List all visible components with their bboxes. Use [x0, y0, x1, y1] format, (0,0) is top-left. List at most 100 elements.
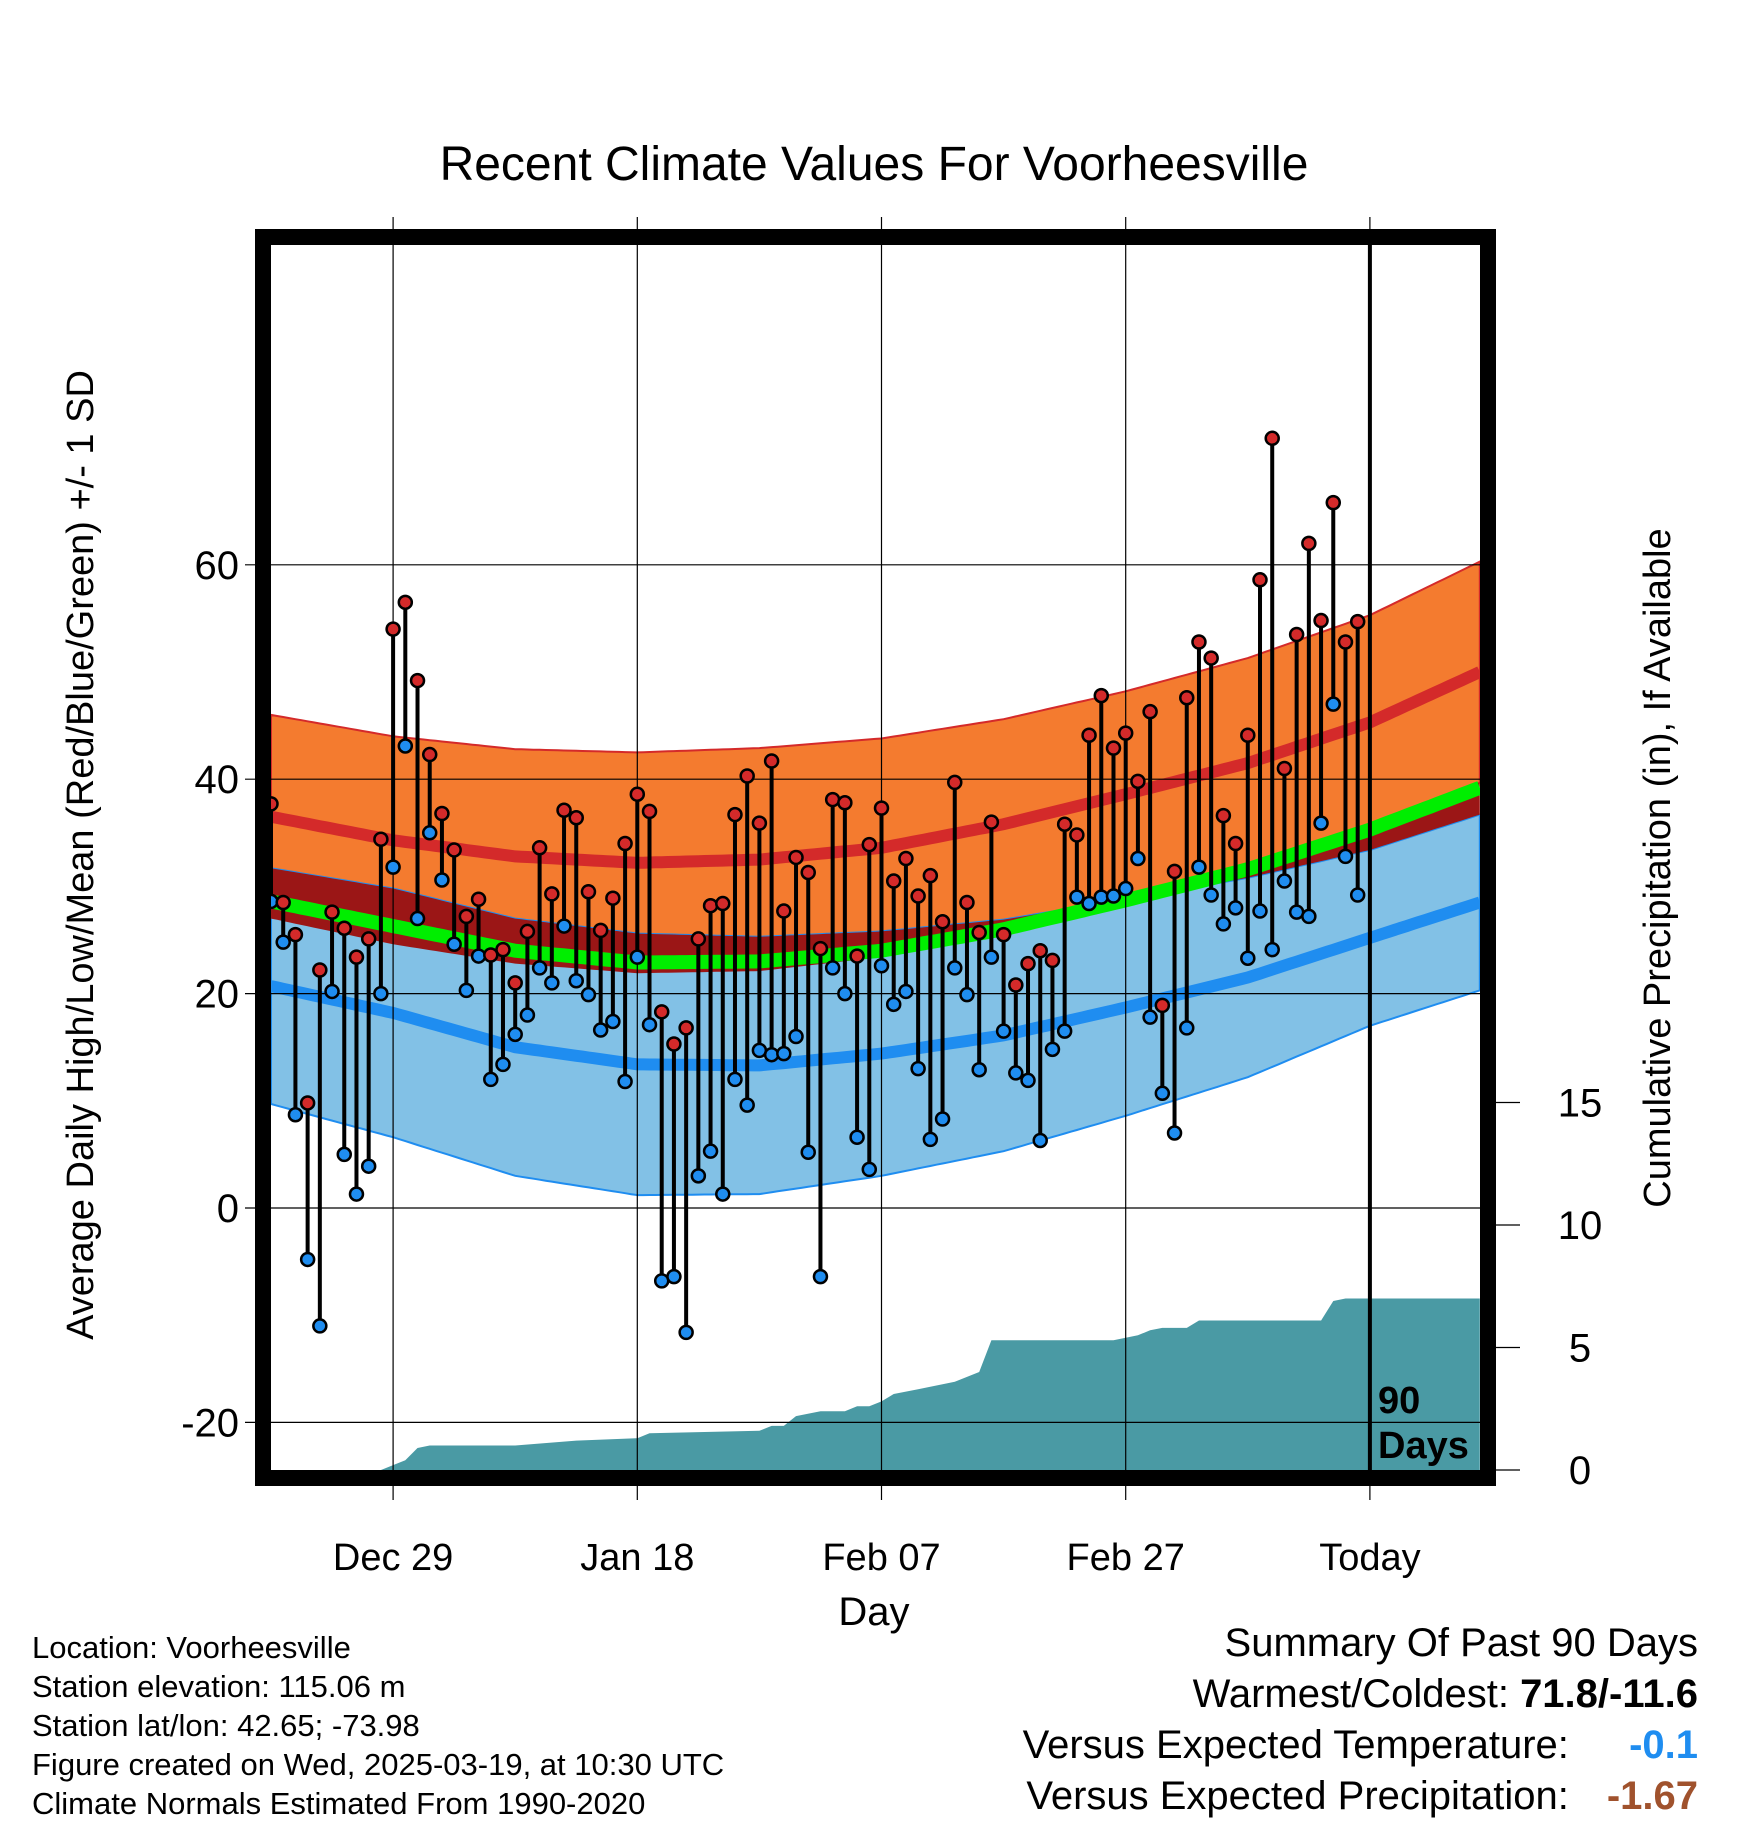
high-point	[1191, 634, 1207, 650]
low-point	[1264, 941, 1280, 958]
low-point	[690, 1168, 707, 1184]
info-latlon: Station lat/lon: 42.65; -73.98	[32, 1708, 420, 1743]
info-elevation: Station elevation: 115.06 m	[32, 1669, 406, 1704]
today-label-line1: 90	[1378, 1380, 1420, 1422]
high-point	[409, 672, 426, 689]
low-point	[1166, 1125, 1183, 1141]
high-point	[299, 1095, 316, 1111]
high-point	[434, 805, 450, 822]
low-point	[812, 1268, 829, 1285]
y2-tick-label: 0	[1569, 1449, 1591, 1493]
high-point	[641, 803, 658, 820]
high-point	[947, 774, 963, 791]
y-tick-label: -20	[181, 1401, 239, 1445]
high-point	[385, 621, 401, 637]
high-point	[971, 924, 987, 941]
high-point	[1105, 740, 1122, 756]
high-point	[873, 800, 890, 816]
low-point	[385, 859, 401, 875]
low-point	[592, 1022, 609, 1038]
y-tick-label: 60	[195, 544, 240, 588]
high-point	[702, 897, 719, 914]
precipitation-layer	[271, 1298, 1480, 1470]
high-point	[1020, 955, 1036, 972]
high-point	[776, 903, 792, 919]
low-point	[605, 1013, 621, 1030]
low-point	[885, 996, 902, 1013]
summary-extremes: Warmest/Coldest: 71.8/-11.6	[1023, 1669, 1698, 1720]
high-point	[812, 940, 829, 957]
chart-title: Recent Climate Values For Voorheesville	[440, 138, 1309, 191]
low-point	[556, 918, 572, 934]
low-point	[739, 1097, 755, 1113]
high-point	[348, 949, 365, 965]
low-point	[995, 1023, 1012, 1039]
low-point	[568, 972, 584, 989]
frame-layer	[255, 229, 1496, 1486]
high-point	[1313, 612, 1329, 629]
low-point	[934, 1111, 951, 1127]
low-point	[519, 1007, 536, 1023]
station-info: Location: Voorheesville Station elevatio…	[32, 1628, 724, 1823]
summary-panel: Summary Of Past 90 Days Warmest/Coldest:…	[1023, 1618, 1698, 1822]
high-point	[1130, 773, 1146, 790]
high-point	[898, 850, 914, 867]
plot-frame	[255, 229, 1496, 1486]
high-point	[983, 814, 1000, 830]
high-point	[1301, 535, 1317, 552]
high-point	[1288, 626, 1305, 643]
low-point	[287, 1106, 304, 1123]
low-point	[861, 1161, 878, 1178]
x-tick-label: Dec 29	[333, 1537, 453, 1579]
low-point	[544, 975, 560, 991]
high-point	[934, 914, 951, 930]
low-point	[849, 1129, 865, 1145]
high-point	[421, 746, 438, 763]
y2-axis-label: Cumulative Precipitation (in), If Availa…	[1637, 528, 1679, 1207]
low-point	[531, 960, 548, 976]
high-point	[495, 941, 511, 958]
daily-marks-layer	[263, 430, 1366, 1341]
x-axis-label: Day	[838, 1590, 909, 1634]
low-point	[324, 983, 340, 1000]
precipitation-area	[271, 1298, 1480, 1470]
high-point	[556, 802, 572, 819]
low-point	[641, 1016, 658, 1033]
low-point	[727, 1071, 743, 1088]
low-point	[446, 936, 462, 953]
low-point	[1056, 1023, 1073, 1039]
high-point	[324, 904, 340, 920]
low-point	[702, 1143, 719, 1159]
low-point	[348, 1186, 365, 1202]
low-point	[947, 960, 963, 976]
high-point	[922, 867, 939, 884]
low-point	[1215, 916, 1232, 932]
normal-low-line	[269, 896, 1482, 1072]
low-point	[1349, 887, 1366, 903]
high-point	[1008, 977, 1024, 993]
high-point	[653, 1004, 670, 1020]
low-point	[336, 1146, 353, 1163]
y-axis-label: Average Daily High/Low/Mean (Red/Blue/Gr…	[60, 370, 102, 1340]
high-point	[519, 923, 536, 940]
high-point	[1081, 727, 1097, 743]
high-point	[1142, 703, 1158, 720]
low-point	[873, 957, 890, 974]
low-point	[299, 1251, 316, 1268]
low-point	[397, 738, 414, 754]
high-point	[1179, 689, 1195, 706]
high-point	[1276, 760, 1293, 777]
high-point	[1117, 725, 1134, 741]
high-point	[336, 920, 353, 936]
low-point	[580, 986, 597, 1003]
high-point	[629, 786, 646, 802]
high-point	[1240, 727, 1256, 743]
high-point	[617, 835, 633, 852]
low-point	[360, 1158, 377, 1174]
x-tick-label: Feb 07	[822, 1537, 940, 1579]
high-point	[568, 810, 584, 826]
high-point	[544, 886, 560, 902]
high-point	[715, 895, 731, 912]
low-point	[1301, 908, 1317, 925]
low-point	[1117, 880, 1134, 897]
